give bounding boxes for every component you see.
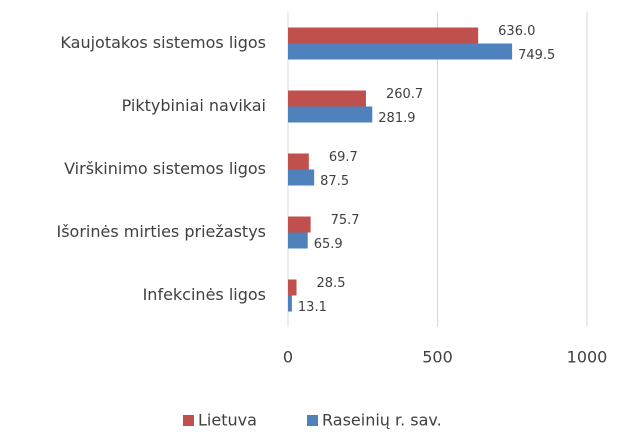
bar: [288, 106, 373, 123]
value-label: 13.1: [298, 300, 327, 315]
x-tick-label: 1000: [567, 348, 608, 367]
bar: [288, 232, 308, 249]
category-label: Piktybiniai navikai: [122, 96, 266, 115]
value-label: 749.5: [518, 48, 555, 63]
value-label: 260.7: [386, 87, 423, 102]
value-label: 87.5: [320, 174, 349, 189]
bar: [288, 295, 292, 312]
bar: [288, 27, 479, 44]
legend-swatch: [307, 415, 318, 426]
value-label: 65.9: [314, 237, 343, 252]
bar: [288, 43, 513, 60]
category-label: Išorinės mirties priežastys: [56, 222, 266, 241]
bar: [288, 216, 311, 233]
value-label: 28.5: [317, 276, 346, 291]
legend-swatch: [183, 415, 194, 426]
value-label: 281.9: [378, 111, 415, 126]
legend-label: Lietuva: [198, 411, 257, 430]
legend-label: Raseinių r. sav.: [322, 411, 442, 430]
value-label: 636.0: [498, 24, 535, 39]
bar: [288, 153, 309, 170]
bar: [288, 90, 366, 107]
x-tick-label: 500: [422, 348, 453, 367]
category-label: Infekcinės ligos: [143, 285, 266, 304]
x-tick-label: 0: [283, 348, 293, 367]
bar: [288, 169, 315, 186]
value-label: 75.7: [331, 213, 360, 228]
value-label: 69.7: [329, 150, 358, 165]
category-label: Kaujotakos sistemos ligos: [60, 33, 266, 52]
category-label: Virškinimo sistemos ligos: [64, 159, 266, 178]
bar: [288, 279, 297, 296]
